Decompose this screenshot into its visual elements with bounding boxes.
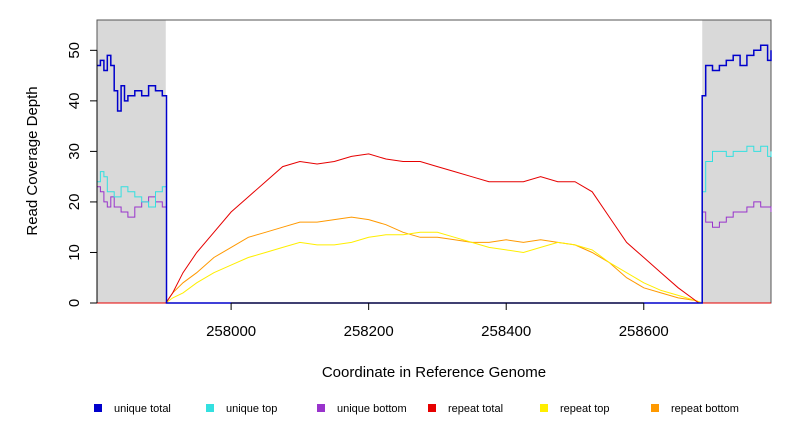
legend-swatch-repeat-total [428,404,436,412]
series-line-unique-bottom [97,186,772,304]
series-line-unique-total [97,44,772,304]
y-tick-label-10: 10 [66,244,83,261]
legend-label-repeat-total: repeat total [448,403,503,415]
y-tick-label-40: 40 [66,93,83,110]
legend-label-repeat-top: repeat top [560,403,610,415]
x-tick-label-258400: 258400 [481,323,531,340]
shaded-region-2 [702,20,771,303]
legend-label-unique-bottom: unique bottom [337,403,407,415]
axes: 258000 258200 258400 258600 0 10 20 30 40 50 [66,42,669,340]
x-tick-label-258200: 258200 [344,323,394,340]
legend: unique total unique top unique bottom repea… [94,403,739,415]
series-line-repeat-total [97,153,771,304]
series-line-repeat-top [97,231,771,304]
legend-swatch-unique-total [94,404,102,412]
x-tick-label-258000: 258000 [206,323,256,340]
y-tick-label-0: 0 [66,299,83,307]
shaded-regions [97,20,771,303]
y-tick-label-20: 20 [66,194,83,211]
shaded-region-1 [97,20,166,303]
legend-swatch-repeat-top [540,404,548,412]
series-line-unique-top [97,145,772,304]
y-axis-title: Read Coverage Depth [24,86,41,235]
legend-swatch-repeat-bottom [651,404,659,412]
x-tick-label-258600: 258600 [619,323,669,340]
legend-label-unique-top: unique top [226,403,277,415]
legend-swatch-unique-bottom [317,404,325,412]
plot-frame [96,19,772,304]
legend-label-unique-total: unique total [114,403,171,415]
x-axis-title: Coordinate in Reference Genome [322,364,546,381]
series-line-repeat-bottom [97,216,771,304]
series-lines [97,44,772,304]
y-tick-label-30: 30 [66,143,83,160]
y-tick-label-50: 50 [66,42,83,59]
legend-label-repeat-bottom: repeat bottom [671,403,739,415]
legend-swatch-unique-top [206,404,214,412]
